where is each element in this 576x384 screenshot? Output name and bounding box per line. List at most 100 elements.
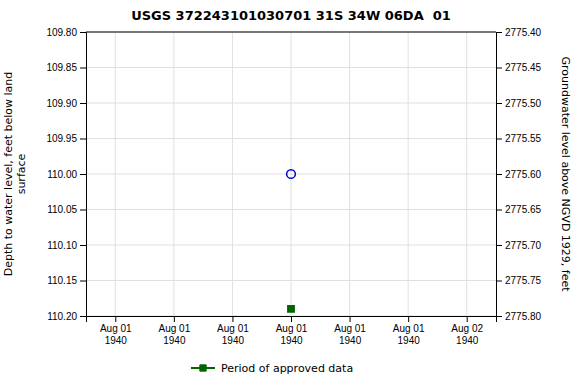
axis-line [80,33,87,317]
y2-tick-label: 2775.50 [505,98,542,109]
x-tick-label-line: 1940 [398,335,421,346]
x-tick-mark [291,316,292,322]
x-tick-label-line: 1940 [163,335,186,346]
y2-tick-label: 2775.80 [505,311,542,322]
x-tick-label-line: Aug 01 [393,323,425,334]
x-tick-label-line: 1940 [339,335,362,346]
y-tick-label: 110.10 [47,240,77,251]
y-tick: 110.05 [47,204,86,215]
x-tick-mark [350,316,351,322]
y-tick: 109.80 [46,27,86,38]
y-tick-label: 109.95 [46,133,77,144]
y-tick: 110.15 [47,275,86,286]
y-tick-mark [80,32,86,33]
legend: Period of approved data [191,362,353,375]
y-tick: 109.90 [46,98,86,109]
x-axis: Aug 011940Aug 011940Aug 011940Aug 011940… [87,316,497,346]
y2-tick: 2775.65 [496,204,542,215]
y-tick-label: 110.05 [47,204,77,215]
y2-tick-mark [496,174,502,175]
grid-line [232,32,233,316]
series [288,306,294,312]
y2-tick: 2775.50 [496,98,542,109]
y-tick-label: 110.00 [47,169,77,180]
x-tick-label-line: Aug 02 [451,323,483,334]
plot-area: Aug 011940Aug 011940Aug 011940Aug 011940… [2,27,572,346]
y2-tick: 2775.40 [496,27,542,38]
y2-tick: 2775.55 [496,133,542,144]
x-tick-label-line: Aug 01 [159,323,191,334]
x-tick-label-line: Aug 01 [334,323,366,334]
y-tick-label: 109.90 [46,98,77,109]
x-tick: Aug 011940 [276,316,308,346]
y-tick-mark [80,245,86,246]
y-tick: 110.10 [47,240,86,251]
x-tick: Aug 011940 [100,316,132,346]
x-tick-label: Aug 011940 [159,323,191,346]
grid-line [173,32,174,316]
data-layer [287,170,296,312]
legend-label: Period of approved data [221,362,353,375]
y-tick-mark [80,281,86,282]
y-tick-mark [80,103,86,104]
y2-tick-label: 2775.55 [505,133,542,144]
y-tick-mark [80,68,86,69]
y-tick-mark [80,174,86,175]
y-tick: 110.20 [47,311,86,322]
axis-line [87,317,497,323]
x-tick-label-line: 1940 [280,335,303,346]
y2-tick-mark [496,245,502,246]
y-axis-label-line: surface [15,153,28,194]
grid-line [291,32,292,316]
y2-axis-label: Groundwater level above NGVD 1929, feet [559,56,572,292]
title: USGS 372243101030701 31S 34W 06DA 01 [131,8,451,23]
series [287,170,296,179]
x-tick-label-line: Aug 01 [100,323,132,334]
y-tick-label: 110.15 [47,275,77,286]
x-tick-label: Aug 011940 [334,323,366,346]
grid-line [349,32,350,316]
chart-svg: Aug 011940Aug 011940Aug 011940Aug 011940… [0,0,576,384]
y-tick-mark [80,139,86,140]
x-tick-label: Aug 011940 [393,323,425,346]
grid-line [408,32,409,316]
y2-tick-mark [496,139,502,140]
y-tick: 109.85 [46,62,86,73]
y2-tick-label: 2775.45 [505,62,542,73]
y2-tick-mark [496,210,502,211]
y2-tick-mark [496,281,502,282]
x-tick-mark [115,316,116,322]
y2-tick-label: 2775.65 [505,204,542,215]
x-tick: Aug 011940 [334,316,366,346]
x-tick-mark [408,316,409,322]
x-tick-label-line: 1940 [456,335,479,346]
y-tick: 110.00 [47,169,86,180]
y-axis: 109.80 109.85 109.90 109.95 110.00 110.05 110.… [46,27,86,322]
y-tick: 109.95 [46,133,86,144]
x-tick: Aug 011940 [159,316,191,346]
grid-line [115,32,116,316]
y2-tick-label: 2775.70 [505,240,542,251]
y2-axis: 2775.802775.752775.702775.652775.602775.… [496,27,542,322]
x-tick-mark [467,316,468,322]
y2-tick-label: 2775.40 [505,27,542,38]
legend-swatch-marker [200,365,206,371]
x-tick: Aug 011940 [393,316,425,346]
x-tick-label-line: 1940 [105,335,128,346]
grid [86,32,496,316]
point [288,306,294,312]
x-tick-label: Aug 011940 [217,323,249,346]
y2-tick: 2775.80 [496,311,542,322]
y2-tick-mark [496,103,502,104]
x-tick-label: Aug 011940 [276,323,308,346]
axis-line [497,33,503,317]
y-tick-label: 110.20 [47,311,77,322]
y2-tick-mark [496,68,502,69]
y2-tick-mark [496,32,502,33]
y2-tick-mark [496,316,502,317]
y-tick-mark [80,210,86,211]
x-tick-label-line: 1940 [222,335,245,346]
y-tick-label: 109.80 [46,27,77,38]
point [287,170,296,179]
y2-tick-label: 2775.60 [505,169,542,180]
